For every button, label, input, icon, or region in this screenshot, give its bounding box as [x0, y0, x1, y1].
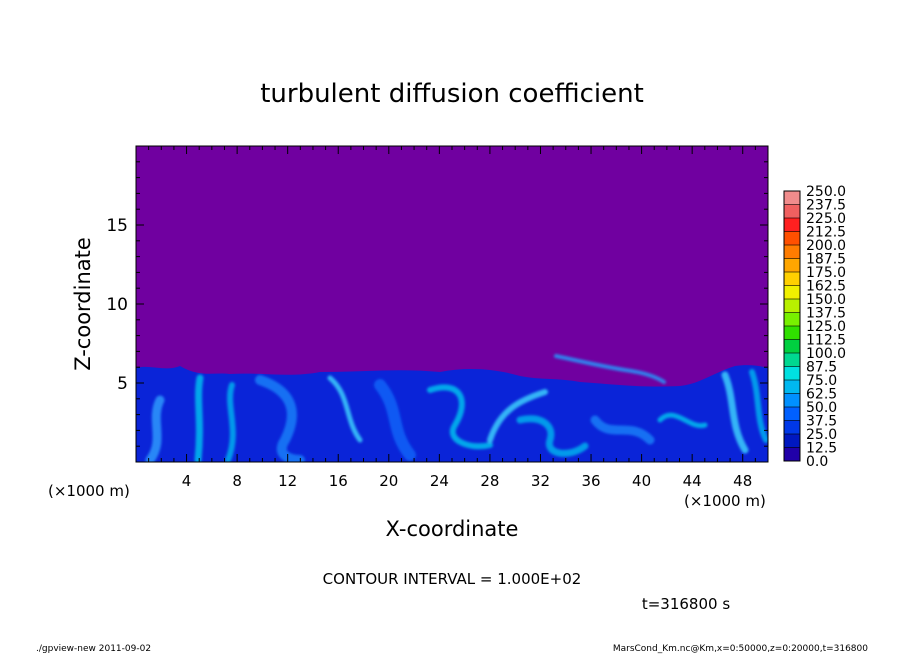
x-tick-label: 44: [683, 472, 702, 490]
colorbar-level-label: 112.5: [806, 333, 846, 349]
x-tick-label: 28: [480, 472, 499, 490]
colorbar-level-label: 125.0: [806, 319, 846, 335]
colorbar-level-label: 75.0: [806, 373, 837, 389]
colorbar-level-label: 87.5: [806, 360, 837, 376]
colorbar-level-label: 12.5: [806, 441, 837, 457]
colorbar-swatch: [784, 407, 800, 421]
y-axis-label: Z-coordinate: [71, 237, 95, 371]
footer-left: ./gpview-new 2011-09-02: [36, 644, 151, 654]
colorbar-level-label: 100.0: [806, 346, 846, 362]
colorbar-swatch: [784, 339, 800, 354]
contour-interval: CONTOUR INTERVAL = 1.000E+02: [323, 570, 582, 588]
colorbar-swatch: [784, 245, 800, 259]
x-tick-label: 20: [379, 472, 398, 490]
colorbar-swatch: [784, 326, 800, 340]
colorbar-level-label: 237.5: [806, 198, 846, 214]
colorbar-labels: 250.0237.5225.0212.5200.0187.5175.0162.5…: [806, 184, 846, 470]
x-unit-left: (×1000 m): [48, 482, 130, 500]
footer-right: MarsCond_Km.nc@Km,x=0:50000,z=0:20000,t=…: [613, 644, 868, 654]
colorbar-level-label: 175.0: [806, 265, 846, 281]
time-label: t=316800 s: [642, 595, 730, 613]
colorbar-swatch: [784, 393, 800, 408]
colorbar-level-label: 162.5: [806, 279, 846, 295]
colorbar-level-label: 225.0: [806, 211, 846, 227]
y-tick-label: 10: [106, 295, 128, 315]
x-axis-ticks: 4 8 12 16 20 24 28 32 36 40 44 48: [148, 146, 756, 490]
turbulence-field: [136, 354, 768, 462]
x-tick-label: 4: [182, 472, 192, 490]
colorbar-level-label: 37.5: [806, 414, 837, 430]
colorbar-level-label: 187.5: [806, 252, 846, 268]
colorbar-swatch: [784, 258, 800, 273]
colorbar-swatch: [784, 420, 800, 435]
x-tick-label: 12: [278, 472, 297, 490]
colorbar-swatch: [784, 366, 800, 381]
colorbar-swatch: [784, 353, 800, 367]
y-tick-label: 5: [117, 374, 128, 394]
colorbar-swatch: [784, 380, 800, 394]
colorbar-swatch: [784, 218, 800, 232]
colorbar-swatch: [784, 231, 800, 246]
colorbar-level-label: 62.5: [806, 387, 837, 403]
colorbar-level-label: 150.0: [806, 292, 846, 308]
turbulent-eddies: [145, 354, 768, 462]
x-tick-label: 8: [232, 472, 242, 490]
colorbar-level-label: 0.0: [806, 454, 828, 470]
y-tick-label: 15: [106, 216, 128, 236]
colorbar-swatch: [784, 447, 800, 462]
colorbar-swatch: [784, 434, 800, 448]
x-tick-label: 24: [430, 472, 449, 490]
x-tick-label: 16: [329, 472, 348, 490]
colorbar-level-label: 200.0: [806, 238, 846, 254]
y-axis-ticks: 5 10 15: [106, 161, 768, 447]
x-axis-label: X-coordinate: [386, 517, 519, 541]
colorbar-level-label: 250.0: [806, 184, 846, 200]
colorbar-swatch: [784, 191, 800, 205]
colorbar-level-label: 50.0: [806, 400, 837, 416]
colorbar-level-label: 137.5: [806, 306, 846, 322]
x-tick-label: 40: [632, 472, 651, 490]
colorbar-swatch: [784, 285, 800, 300]
x-tick-label: 32: [531, 472, 550, 490]
colorbar-swatch: [784, 299, 800, 313]
chart-title: turbulent diffusion coefficient: [260, 79, 644, 109]
x-tick-label: 36: [581, 472, 600, 490]
colorbar-level-label: 212.5: [806, 225, 846, 241]
colorbar-level-label: 25.0: [806, 427, 837, 443]
turbulent-layer-base: [136, 365, 768, 462]
colorbar-swatch: [784, 312, 800, 327]
colorbar-swatch: [784, 272, 800, 286]
x-unit-right: (×1000 m): [684, 492, 766, 510]
colorbar: [783, 190, 801, 462]
x-tick-label: 48: [733, 472, 752, 490]
colorbar-swatch: [784, 204, 800, 219]
